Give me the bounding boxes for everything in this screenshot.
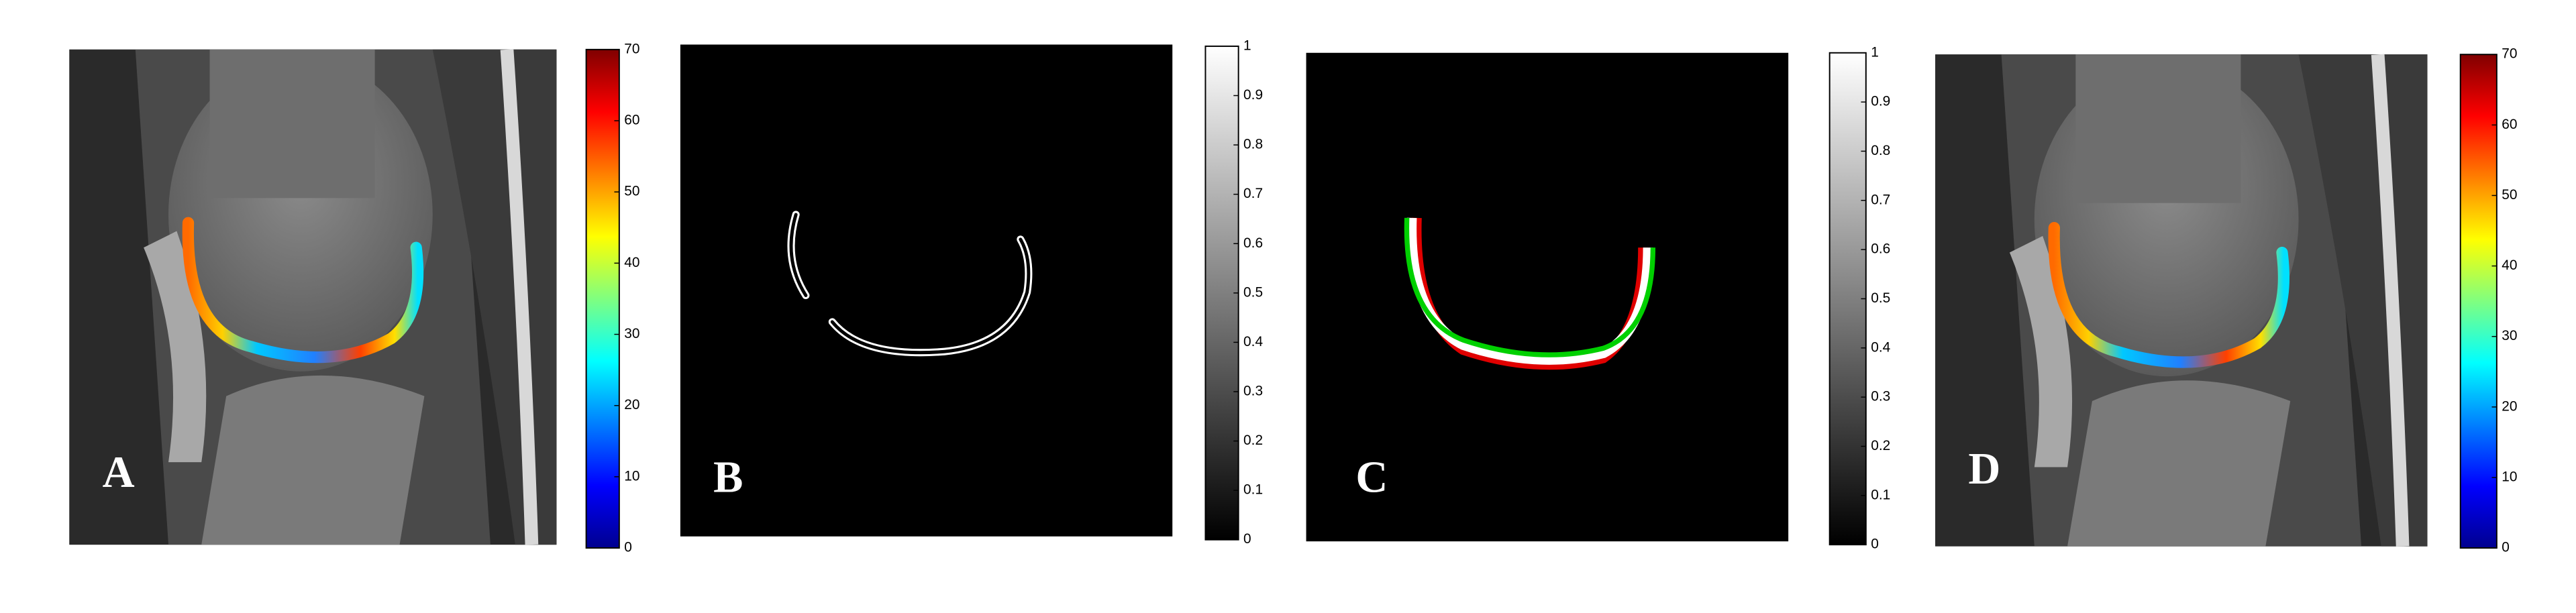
colorbar-tick-label: 30 [2502,328,2517,343]
colorbar-tick-label: 0.1 [1871,487,1890,502]
colorbar-tick-label: 0 [2502,540,2510,555]
colorbar-tick-label: 0.5 [1871,290,1890,306]
colorbar-tick-label: 20 [624,397,639,412]
colorbar-tick-label: 60 [2502,117,2517,132]
cartilage-outline [787,211,1033,357]
colorbar-tick-label: 0.7 [1871,192,1890,207]
colorbar [1828,52,1867,546]
panel-label: A [103,448,135,497]
colorbar-tick-label: 70 [2502,46,2517,62]
outline-inner [830,237,1031,355]
colorbar-tick-label: 0.4 [1243,334,1263,349]
cartilage-map [2048,222,2289,368]
outline-inner [789,213,808,297]
colorbar-tick-label: 60 [624,113,639,128]
colorbar-tick-label: 1 [1243,38,1251,53]
panel-image [680,44,1173,537]
panel-label: D [1968,445,2000,494]
colorbar [2459,54,2497,549]
colorbar-tick-label: 0.5 [1243,284,1263,300]
colorbar-tick-label: 0.8 [1871,143,1890,158]
tibia [201,375,425,545]
colorbar-tick-label: 10 [2502,469,2517,484]
colorbar-tick-label: 10 [624,468,639,484]
colorbar-tick-label: 0 [1243,531,1251,547]
colorbar-tick-label: 50 [2502,187,2517,203]
mri-image [69,49,557,545]
colorbar-tick-label: 0.2 [1871,438,1890,453]
colorbar-tick-label: 20 [2502,398,2517,414]
colorbar-tick-label: 30 [624,326,639,341]
automatic-green [1404,217,1656,357]
panel-label: B [713,453,743,502]
segmentation-overlay [1404,217,1656,370]
colorbar-tick-label: 0.7 [1243,186,1263,201]
colorbar-tick-label: 0.2 [1243,433,1263,448]
skin [2371,54,2410,547]
cartilage-map [182,217,424,364]
colorbar-tick-label: 0 [624,540,632,555]
colorbar-tick-label: 50 [624,184,639,199]
colorbar-tick-label: 0.4 [1871,339,1890,355]
colorbar-tick-label: 70 [624,41,639,56]
panel-image [1306,52,1789,542]
mri-image [1935,54,2428,547]
colorbar-tick-label: 0.6 [1243,235,1263,251]
femur-shaft [209,49,375,199]
colorbar-tick-label: 40 [624,255,639,270]
tibia [2067,380,2291,547]
colorbar [585,48,620,549]
colorbar-tick-label: 0 [1871,537,1879,552]
colorbar-tick-label: 0.8 [1243,137,1263,152]
panel-label: C [1355,453,1388,502]
colorbar-tick-label: 1 [1871,44,1879,60]
colorbar-tick-label: 0.6 [1871,241,1890,257]
colorbar-tick-label: 0.3 [1243,384,1263,399]
colorbar-tick-label: 0.1 [1243,482,1263,498]
femur-shaft [2075,54,2241,203]
colorbar-tick-label: 0.9 [1243,87,1263,103]
skin [500,49,539,545]
colorbar [1204,45,1239,541]
colorbar-tick-label: 0.3 [1871,389,1890,404]
colorbar-tick-label: 0.9 [1871,94,1890,109]
colorbar-tick-label: 40 [2502,258,2517,273]
